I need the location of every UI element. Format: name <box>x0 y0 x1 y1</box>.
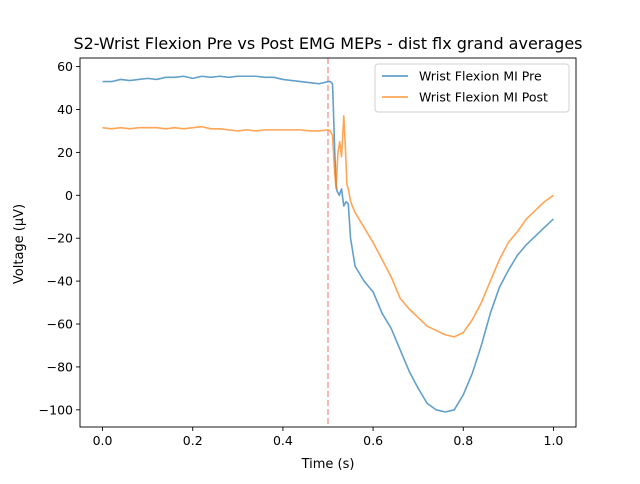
x-tick-label: 0.8 <box>453 433 473 448</box>
y-tick-label: −40 <box>47 274 73 289</box>
y-tick-label: −60 <box>47 317 73 332</box>
x-tick-label: 0.0 <box>93 433 113 448</box>
y-tick-label: −100 <box>39 402 73 417</box>
y-tick-label: 0 <box>65 188 73 203</box>
y-tick-label: −20 <box>47 231 73 246</box>
x-tick-label: 0.2 <box>183 433 203 448</box>
x-axis-label: Time (s) <box>301 457 355 472</box>
plot-frame <box>79 57 577 428</box>
series-line-post <box>102 115 554 338</box>
legend-label: Wrist Flexion MI Post <box>419 90 548 105</box>
y-tick-label: 20 <box>57 145 73 160</box>
chart-title: S2-Wrist Flexion Pre vs Post EMG MEPs - … <box>73 34 582 53</box>
axes: 0.0 0.2 0.4 0.6 0.8 1.0 −100 −80 −60 −40 −20 0 20 40 6… <box>39 57 577 448</box>
x-tick-label: 0.6 <box>363 433 383 448</box>
plot-area <box>102 58 555 427</box>
y-tick-label: −80 <box>47 359 73 374</box>
legend-label: Wrist Flexion MI Pre <box>419 69 542 84</box>
y-tick-label: 40 <box>57 102 73 117</box>
y-tick-label: 60 <box>57 59 73 74</box>
x-tick-label: 1.0 <box>544 433 564 448</box>
y-axis-label: Voltage (µV) <box>12 204 27 284</box>
x-tick-label: 0.4 <box>273 433 293 448</box>
legend-box <box>374 63 570 113</box>
legend: Wrist Flexion MI Pre Wrist Flexion MI Pos… <box>374 63 570 113</box>
